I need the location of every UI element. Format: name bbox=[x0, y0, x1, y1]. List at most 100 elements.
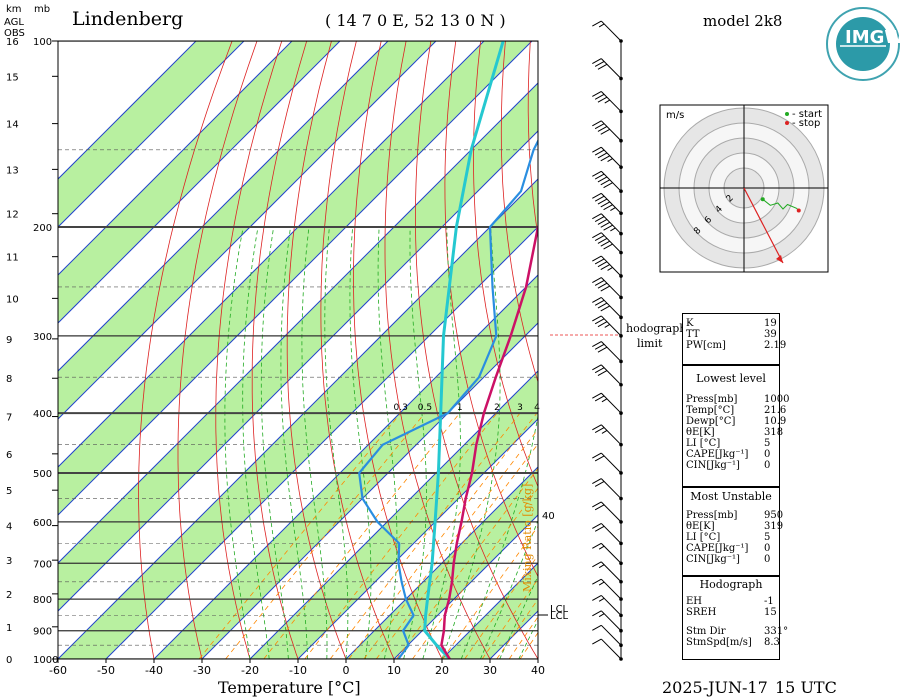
wind-barb-feather bbox=[600, 221, 610, 228]
height-tick-label: 8 bbox=[6, 374, 12, 385]
index-name: LI [°C] bbox=[686, 532, 721, 543]
panel-section-title: Lowest level bbox=[696, 372, 766, 385]
storm-motion-arrowhead bbox=[776, 255, 783, 263]
wind-barb-feather bbox=[592, 296, 602, 303]
wind-barb-feather bbox=[592, 523, 602, 529]
wind-barb-staff bbox=[600, 452, 622, 474]
wind-barb-half-feather bbox=[598, 545, 605, 550]
wind-barb-feather bbox=[603, 182, 613, 189]
lcl-label: LCL bbox=[550, 604, 569, 615]
wind-barb-feather bbox=[592, 277, 602, 283]
index-value: 5 bbox=[764, 532, 771, 543]
station-title: Lindenberg bbox=[72, 8, 184, 30]
height-tick-label: 4 bbox=[6, 522, 12, 533]
wind-barb-half-feather bbox=[610, 227, 616, 232]
wind-barb-staff bbox=[600, 315, 622, 337]
moist-adiabat bbox=[280, 226, 308, 659]
isotherm-line bbox=[58, 41, 437, 420]
wind-barb-feather bbox=[592, 595, 602, 601]
wind-barb-feather bbox=[597, 152, 608, 159]
height-tick-label: 16 bbox=[6, 37, 19, 48]
wind-barb-staff bbox=[600, 561, 622, 583]
pressure-tick-label: 1000 bbox=[33, 655, 58, 666]
height-tick-label: 6 bbox=[6, 450, 12, 461]
pressure-tick-label: 900 bbox=[33, 627, 52, 638]
wind-barb-feather bbox=[597, 282, 608, 289]
index-value: 0 bbox=[764, 460, 771, 471]
height-tick-label: 10 bbox=[6, 294, 19, 305]
index-name: Press[mb] bbox=[686, 510, 738, 521]
index-name: StmSpd[m/s] bbox=[686, 637, 752, 648]
index-name: LI [°C] bbox=[686, 438, 721, 449]
hodograph-stop-point bbox=[796, 208, 801, 213]
index-value: 8.3 bbox=[764, 637, 780, 648]
dry-adiabat bbox=[903, 41, 910, 659]
wind-barb-feather bbox=[592, 610, 602, 617]
logo-text: IMGW bbox=[845, 27, 905, 48]
index-name: Temp[°C] bbox=[686, 405, 735, 416]
wind-barb-feather bbox=[592, 192, 602, 199]
wind-barb-feather bbox=[594, 504, 605, 511]
wind-barb-staff bbox=[600, 341, 622, 362]
height-tick-label: 5 bbox=[6, 486, 12, 497]
moist-adiabat bbox=[349, 226, 372, 659]
wind-barb-feather bbox=[592, 364, 602, 371]
x-tick-label: -30 bbox=[193, 664, 211, 677]
index-value: 0 bbox=[764, 449, 771, 460]
wind-barb-half-feather bbox=[604, 324, 611, 328]
pressure-tick-label: 800 bbox=[33, 595, 52, 606]
dewpoint-profile bbox=[358, 138, 538, 659]
wind-barb-half-feather bbox=[598, 564, 605, 569]
moist-adiabat bbox=[324, 226, 349, 659]
mixing-ratio-line bbox=[508, 616, 538, 659]
wind-barb-feather bbox=[592, 232, 602, 239]
hodograph-limit-label-2: limit bbox=[637, 337, 663, 350]
wind-barb-feather bbox=[592, 91, 602, 97]
hodograph-ring-label: 6 bbox=[703, 215, 714, 226]
wind-barb-feather bbox=[592, 341, 602, 347]
wind-barb-feather bbox=[592, 501, 602, 508]
isotherm-line bbox=[105, 226, 538, 659]
wind-barb-staff bbox=[600, 91, 622, 112]
wind-barb-feather bbox=[594, 216, 605, 223]
height-tick-label: 15 bbox=[6, 72, 19, 83]
height-tick-label: 14 bbox=[6, 120, 19, 131]
wind-barb-feather bbox=[603, 243, 613, 250]
wind-barb-half-feather bbox=[604, 99, 611, 104]
isotherm-line bbox=[201, 322, 538, 659]
wind-barb-feather bbox=[594, 173, 605, 180]
wind-barb-feather bbox=[600, 201, 610, 208]
wind-barb-feather bbox=[597, 198, 608, 205]
wind-barb-staff bbox=[600, 213, 622, 235]
wind-barb-staff bbox=[600, 297, 622, 318]
hodograph-ring-label: 4 bbox=[714, 204, 725, 215]
isotherm-line bbox=[58, 41, 341, 324]
wind-barb-feather bbox=[594, 258, 605, 265]
wind-barb-feather bbox=[600, 305, 610, 312]
index-value: 0 bbox=[764, 543, 771, 554]
wind-barb-feather bbox=[592, 58, 602, 65]
wind-barb-feather bbox=[594, 343, 605, 350]
dry-adiabat bbox=[878, 41, 910, 659]
moist-adiabat bbox=[224, 226, 251, 659]
wind-barb-feather bbox=[594, 395, 605, 402]
hodograph-legend-start: - start bbox=[792, 109, 823, 120]
footer-time: 15 UTC bbox=[775, 678, 837, 697]
wind-barb-feather bbox=[594, 149, 605, 156]
wind-barb-feather bbox=[594, 427, 605, 434]
wind-barb-feather bbox=[594, 367, 605, 374]
x-tick-label: 40 bbox=[531, 664, 545, 677]
wind-barb-feather bbox=[600, 179, 610, 186]
x-tick-label: -10 bbox=[289, 664, 307, 677]
wind-barb-staff bbox=[600, 364, 622, 386]
obs-label: OBS bbox=[4, 28, 25, 39]
moist-adiabat bbox=[499, 575, 538, 659]
wind-barb-staff bbox=[600, 146, 622, 168]
wind-barb-feather bbox=[594, 60, 605, 67]
wind-barb-feather bbox=[592, 542, 602, 549]
pressure-tick-label: 200 bbox=[33, 223, 52, 234]
pressure-tick-label: 400 bbox=[33, 409, 52, 420]
dry-adiabat bbox=[473, 41, 538, 488]
index-value: 2.19 bbox=[764, 340, 787, 351]
wind-barb-staff bbox=[600, 170, 622, 192]
